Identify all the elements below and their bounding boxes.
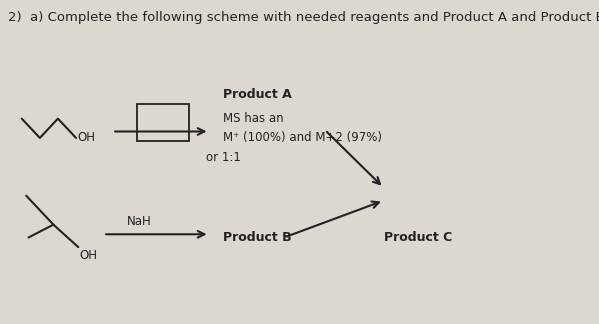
Text: OH: OH	[77, 131, 95, 144]
Text: Product B: Product B	[223, 231, 292, 244]
Bar	[137, 104, 189, 141]
Text: Product C: Product C	[383, 231, 452, 244]
Text: Product A: Product A	[223, 88, 292, 101]
Text: NaH: NaH	[127, 215, 152, 228]
Text: OH: OH	[79, 249, 97, 262]
Text: M⁺ (100%) and M+2 (97%): M⁺ (100%) and M+2 (97%)	[223, 132, 382, 145]
Text: or 1:1: or 1:1	[205, 151, 240, 164]
Text: 2)  a) Complete the following scheme with needed reagents and Product A and Prod: 2) a) Complete the following scheme with…	[8, 11, 599, 24]
Text: MS has an: MS has an	[223, 112, 284, 125]
